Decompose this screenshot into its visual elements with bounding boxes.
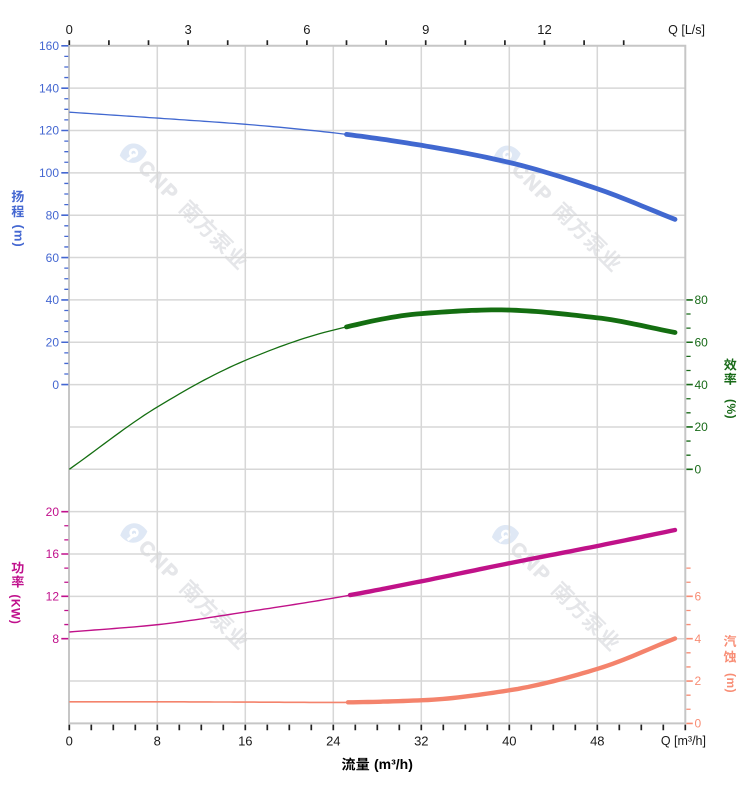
svg-text:0: 0	[695, 463, 702, 477]
svg-text:(m³/h): (m³/h)	[374, 756, 413, 772]
svg-text:(m): (m)	[724, 673, 738, 693]
svg-text:80: 80	[695, 293, 709, 307]
svg-text:16: 16	[238, 734, 252, 749]
svg-text:0: 0	[52, 378, 59, 392]
svg-text:6: 6	[303, 22, 310, 37]
svg-text:140: 140	[39, 81, 59, 95]
svg-text:0: 0	[66, 734, 73, 749]
svg-text:80: 80	[46, 208, 60, 222]
svg-text:8: 8	[154, 734, 161, 749]
svg-text:20: 20	[46, 505, 60, 519]
svg-text:6: 6	[695, 590, 702, 604]
svg-text:9: 9	[422, 22, 429, 37]
svg-text:40: 40	[502, 734, 516, 749]
svg-text:12: 12	[46, 590, 60, 604]
svg-text:4: 4	[695, 632, 702, 646]
svg-text:48: 48	[590, 734, 604, 749]
svg-text:(KW): (KW)	[9, 594, 23, 624]
svg-text:0: 0	[695, 717, 702, 731]
svg-text:60: 60	[46, 251, 60, 265]
svg-text:24: 24	[326, 734, 340, 749]
svg-text:2: 2	[695, 674, 702, 688]
svg-text:120: 120	[39, 124, 59, 138]
svg-text:3: 3	[184, 22, 191, 37]
svg-text:20: 20	[695, 420, 709, 434]
svg-text:Q [L/s]: Q [L/s]	[668, 23, 705, 37]
svg-text:100: 100	[39, 166, 59, 180]
svg-text:12: 12	[537, 22, 551, 37]
svg-text:40: 40	[46, 293, 60, 307]
svg-text:20: 20	[46, 335, 60, 349]
svg-text:Q [m³/h]: Q [m³/h]	[661, 734, 706, 748]
svg-text:0: 0	[66, 22, 73, 37]
svg-text:60: 60	[695, 335, 709, 349]
svg-text:(%): (%)	[724, 399, 738, 419]
svg-text:16: 16	[46, 547, 60, 561]
svg-text:8: 8	[52, 632, 59, 646]
svg-text:40: 40	[695, 378, 709, 392]
svg-text:160: 160	[39, 39, 59, 53]
svg-text:32: 32	[414, 734, 428, 749]
svg-text:(m): (m)	[11, 225, 26, 248]
